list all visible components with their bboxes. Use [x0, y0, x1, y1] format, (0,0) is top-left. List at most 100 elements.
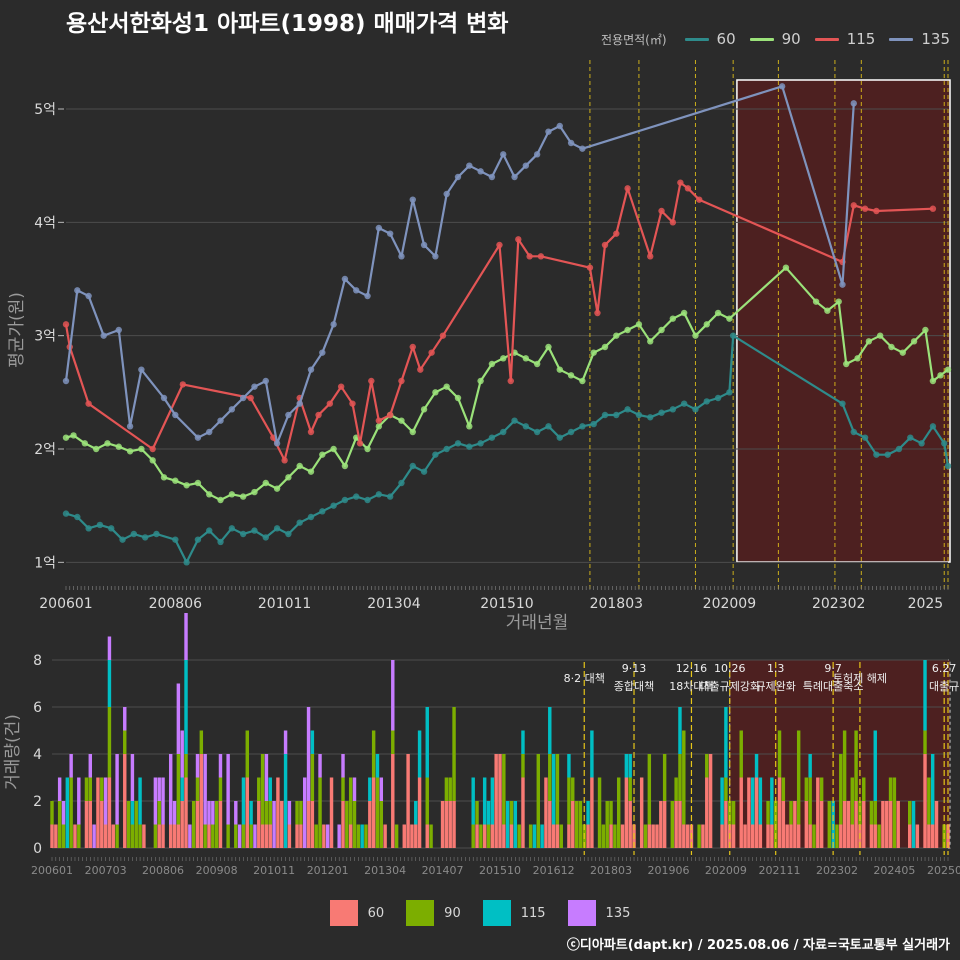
point-60 — [375, 491, 383, 498]
point-60 — [873, 451, 880, 458]
volume-bar-60 — [245, 777, 249, 848]
point-60 — [556, 434, 563, 441]
volume-bar-60 — [322, 824, 326, 848]
point-90 — [937, 372, 944, 379]
point-135 — [466, 162, 473, 169]
volume-bar-115 — [283, 754, 288, 848]
volume-bar-115 — [754, 754, 759, 778]
volume-bar-90 — [471, 824, 475, 848]
volume-bar-60 — [862, 801, 866, 848]
volume-bar-90 — [796, 730, 801, 825]
volume-bar-135 — [272, 801, 276, 848]
volume-bar-60 — [590, 777, 594, 848]
x-tick-label-volume: 201011 — [253, 864, 295, 877]
point-135 — [330, 321, 337, 328]
x-tick-label-volume: 202507 — [927, 864, 960, 877]
volume-bar-60 — [268, 824, 272, 848]
point-135 — [62, 377, 70, 385]
point-90 — [375, 423, 383, 430]
volume-bar-60 — [708, 754, 713, 848]
point-90 — [545, 343, 552, 351]
legend-label: 135 — [921, 30, 950, 48]
point-115 — [677, 179, 684, 186]
policy-annotation: 6.27 — [932, 662, 957, 675]
volume-bar-90 — [352, 801, 357, 848]
point-115 — [515, 236, 522, 243]
point-90 — [409, 428, 416, 436]
volume-bar-60 — [873, 824, 877, 848]
point-135 — [375, 224, 383, 232]
legend-bar-60: 60 — [329, 900, 384, 926]
point-60 — [273, 525, 281, 532]
point-60 — [680, 400, 688, 407]
point-115 — [696, 196, 703, 203]
point-135 — [420, 241, 428, 249]
volume-bar-115 — [758, 777, 763, 825]
volume-bar-90 — [643, 824, 648, 848]
y-tick-label: 3억 — [34, 329, 56, 345]
volume-bar-60 — [651, 824, 655, 848]
volume-bar-60 — [54, 824, 58, 848]
legend-area-size: 전용면적(㎡) 60 90 115 135 — [601, 30, 950, 48]
volume-bar-90 — [314, 824, 318, 848]
point-90 — [330, 445, 337, 453]
x-tick-label: 2025 — [908, 596, 944, 612]
volume-bar-60 — [482, 824, 487, 848]
volume-bar-90 — [195, 777, 200, 801]
volume-bar-60 — [107, 777, 112, 848]
point-115 — [375, 417, 383, 424]
volume-bar-60 — [383, 824, 387, 848]
volume-bar-135 — [184, 613, 188, 660]
volume-bar-60 — [850, 824, 854, 848]
policy-annotation: 18차대책 — [669, 680, 713, 693]
x-axis-title: 거래년월 — [506, 613, 569, 633]
volume-bar-115 — [923, 660, 927, 731]
x-tick-label-volume: 201510 — [479, 864, 521, 877]
point-135 — [296, 400, 303, 407]
legend-item-135: 135 — [889, 30, 950, 48]
volume-bar-115 — [567, 754, 571, 778]
volume-bar-60 — [747, 777, 751, 848]
policy-annotation: 종합대책 — [614, 680, 654, 693]
point-90 — [812, 298, 820, 305]
point-135 — [556, 122, 563, 130]
volume-bar-115 — [624, 754, 629, 778]
volume-bar-115 — [138, 777, 142, 825]
point-60 — [364, 496, 371, 504]
volume-bar-90 — [226, 824, 230, 848]
volume-bar-60 — [701, 824, 705, 848]
point-90 — [454, 394, 462, 402]
point-135 — [364, 292, 371, 300]
volume-bar-60 — [647, 824, 652, 848]
x-tick-label: 202302 — [812, 596, 865, 612]
volume-bar-60 — [816, 777, 820, 848]
volume-bar-60 — [123, 754, 127, 848]
point-90 — [466, 423, 473, 430]
volume-bar-90 — [486, 824, 491, 848]
volume-bar-115 — [241, 777, 246, 825]
point-60 — [119, 536, 126, 543]
point-115 — [684, 185, 692, 192]
volume-bar-135 — [211, 801, 215, 825]
volume-bar-60 — [804, 801, 809, 848]
point-60 — [488, 434, 496, 441]
point-60 — [579, 423, 586, 430]
volume-bar-135 — [226, 754, 230, 825]
volume-bar-90 — [873, 801, 877, 825]
point-60 — [251, 527, 258, 534]
volume-bar-60 — [96, 777, 100, 848]
x-tick-label-volume: 202302 — [816, 864, 858, 877]
point-60 — [907, 434, 914, 441]
policy-annotation: 10.26 — [714, 662, 746, 675]
volume-bar-60 — [720, 824, 724, 848]
x-tick-label: 201510 — [480, 596, 533, 612]
point-90 — [296, 462, 303, 470]
volume-bar-115 — [532, 824, 537, 848]
volume-bar-90 — [827, 801, 832, 848]
y-tick-label: 2억 — [34, 442, 56, 458]
point-115 — [439, 332, 447, 339]
volume-bar-90 — [789, 801, 793, 825]
point-90 — [876, 332, 884, 339]
volume-bar-60 — [521, 777, 525, 848]
price-and-volume-chart: 1억 2억 3억 4억 5억 200601 200806 201011 201304 201510… — [3, 60, 960, 877]
